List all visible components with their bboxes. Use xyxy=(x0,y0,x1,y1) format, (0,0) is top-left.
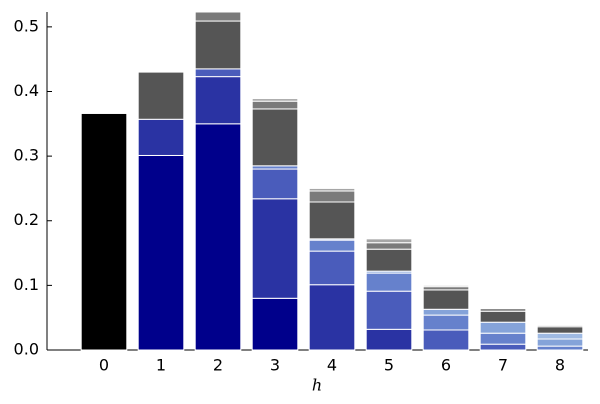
bar-segment xyxy=(194,11,242,22)
bar-segment xyxy=(194,123,242,351)
bar-segment xyxy=(536,324,584,328)
bar-segment xyxy=(137,71,185,120)
bar-segment xyxy=(137,118,185,156)
y-tick-label: 0.4 xyxy=(14,81,39,100)
bar-segment xyxy=(365,238,413,244)
bar-segment xyxy=(365,242,413,250)
bar-segment xyxy=(479,310,527,323)
bar-segment xyxy=(308,187,356,192)
bar-segment xyxy=(251,297,299,351)
bar-segment xyxy=(251,168,299,200)
bar-segment xyxy=(536,326,584,334)
bar-segment xyxy=(422,308,470,316)
y-tick-label: 0.0 xyxy=(14,340,39,359)
x-axis-label: h xyxy=(312,376,322,395)
bar-segment xyxy=(137,154,185,351)
bar-segment xyxy=(308,250,356,286)
bar-segment xyxy=(365,328,413,351)
x-tick-label: 1 xyxy=(156,356,166,375)
bar-segment xyxy=(308,201,356,240)
x-tick-label: 7 xyxy=(498,356,508,375)
x-tick-label: 8 xyxy=(555,356,565,375)
y-tick-label: 0.1 xyxy=(14,275,39,294)
x-tick-label: 5 xyxy=(384,356,394,375)
bar-segment xyxy=(251,108,299,167)
bar-segment xyxy=(422,329,470,351)
bar-segment xyxy=(308,190,356,203)
bar-segment xyxy=(365,272,413,292)
y-tick-label: 0.2 xyxy=(14,210,39,229)
bar-segment xyxy=(251,100,299,110)
bar-segment xyxy=(479,321,527,334)
bar-segment xyxy=(479,332,527,345)
bar-segment xyxy=(536,332,584,340)
bar-segment xyxy=(365,290,413,330)
bar-segment xyxy=(536,338,584,347)
bar-segment xyxy=(194,76,242,125)
bar-segment xyxy=(479,343,527,351)
x-tick-label: 6 xyxy=(441,356,451,375)
x-tick-label: 3 xyxy=(270,356,280,375)
bar-segment xyxy=(194,20,242,70)
bar-segment xyxy=(422,314,470,331)
bar-segment xyxy=(194,68,242,78)
bar-segment xyxy=(365,248,413,272)
x-tick-label: 0 xyxy=(99,356,109,375)
bar-segment xyxy=(308,239,356,252)
y-tick-label: 0.5 xyxy=(14,16,39,35)
bar-segment xyxy=(251,198,299,299)
y-tick-label: 0.3 xyxy=(14,146,39,165)
x-tick-label: 2 xyxy=(213,356,223,375)
bar-segment xyxy=(422,284,470,288)
x-tick-label: 4 xyxy=(327,356,337,375)
bar-segment xyxy=(422,289,470,310)
bar-segment xyxy=(251,98,299,102)
bar-segment xyxy=(479,308,527,312)
bar-segment xyxy=(308,284,356,351)
bar-segment xyxy=(80,112,128,351)
bar-segment xyxy=(536,345,584,351)
